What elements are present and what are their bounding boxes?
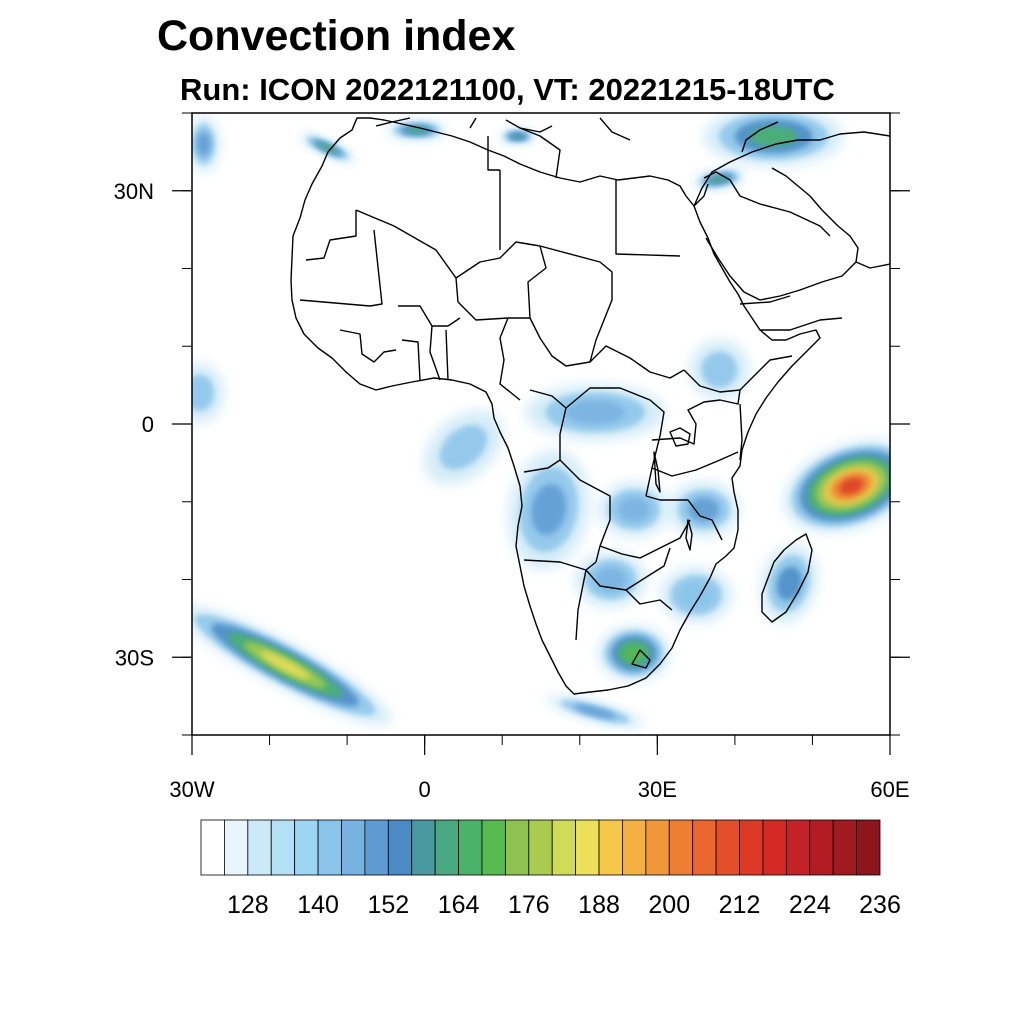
- colorbar-box: [809, 819, 834, 876]
- field-region-atlantic-equator: [192, 362, 224, 423]
- africa-coastline: [290, 117, 821, 695]
- colorbar-box: [832, 819, 857, 876]
- field-layer: [574, 704, 617, 719]
- field-region-sicily: [499, 128, 536, 145]
- colorbar-box: [551, 819, 577, 876]
- colorbar-box: [668, 819, 694, 876]
- colorbar-box: [739, 819, 764, 876]
- field-region-levant: [693, 168, 746, 190]
- colorbar-box: [762, 819, 787, 876]
- field-layer: [565, 400, 626, 425]
- x-tick-label: 30E: [638, 777, 677, 802]
- field-region-tanzania: [667, 481, 740, 538]
- map-axes: 30W 0 30E 60E 30N 0 30S: [114, 112, 910, 802]
- field-region-southern-ocean-band: [192, 605, 392, 725]
- field-region-angola: [508, 450, 590, 570]
- field-layer: [511, 133, 524, 139]
- colorbar-box: [317, 819, 342, 876]
- field-layer: [688, 497, 720, 522]
- madagascar: [761, 533, 813, 623]
- field-region-nw-corner: [192, 116, 220, 173]
- field-layer: [750, 126, 798, 147]
- field-layer: [196, 132, 211, 157]
- colorbar-box: [528, 819, 553, 876]
- map-subtitle: Run: ICON 2022121100, VT: 20221215-18UTC: [180, 72, 835, 107]
- convection-field: [192, 113, 890, 728]
- colorbar: 128 140 152 164 176 188 200 212 224 236: [200, 819, 901, 919]
- field-layer: [701, 351, 738, 388]
- colorbar-box: [270, 819, 296, 876]
- colorbar-label: 140: [297, 891, 339, 919]
- colorbar-box: [481, 819, 506, 876]
- colorbar-box: [294, 819, 319, 876]
- colorbar-box: [341, 819, 366, 876]
- field-region-turkey-east: [703, 113, 844, 167]
- field-layer: [260, 651, 310, 679]
- colorbar-box: [715, 819, 740, 876]
- colorbar-box: [598, 819, 623, 876]
- field-region-gulf-of-guinea: [423, 410, 503, 485]
- colorbar-box: [785, 819, 811, 876]
- europe-coastline: [375, 117, 631, 141]
- colorbar-box: [622, 819, 647, 876]
- field-layer: [839, 478, 864, 495]
- y-tick-label: 30N: [114, 179, 154, 204]
- colorbar-box: [504, 819, 530, 876]
- colorbar-box: [458, 819, 483, 876]
- field-region-south-africa-east: [598, 625, 671, 682]
- field-layer: [618, 497, 650, 522]
- colorbar-box: [200, 819, 225, 876]
- coastlines-and-borders: [290, 117, 890, 695]
- field-region-horn-of-africa: [689, 339, 750, 400]
- colorbar-box: [411, 819, 436, 876]
- colorbar-label: 188: [578, 891, 620, 919]
- colorbar-label: 200: [648, 891, 690, 919]
- field-region-mozambique: [660, 567, 733, 624]
- field-region-zambia: [598, 481, 671, 538]
- colorbar-label: 224: [789, 891, 831, 919]
- lake-malawi: [685, 519, 693, 551]
- colorbar-label: 176: [508, 891, 550, 919]
- x-tick-label: 60E: [870, 777, 909, 802]
- field-layer: [624, 645, 644, 661]
- map-title: Convection index: [157, 12, 516, 60]
- y-tick-label: 30S: [115, 645, 154, 670]
- field-region-med-west: [386, 120, 447, 141]
- field-layer: [710, 175, 728, 183]
- colorbar-box: [364, 819, 389, 876]
- x-tick-label: 0: [419, 777, 431, 802]
- field-layer: [595, 567, 627, 592]
- colorbar-box: [692, 819, 717, 876]
- colorbar-box: [856, 819, 881, 876]
- field-layer: [439, 425, 488, 470]
- colorbar-box: [247, 819, 272, 876]
- colorbar-box: [575, 819, 600, 876]
- colorbar-label: 152: [367, 891, 409, 919]
- y-tick-label: 0: [142, 412, 154, 437]
- colorbar-label: 128: [227, 891, 269, 919]
- field-layer: [318, 143, 337, 153]
- field-region-indian-ocean-cell: [783, 440, 890, 533]
- x-tick-label: 30W: [169, 777, 214, 802]
- arabia-coastline: [693, 121, 890, 301]
- field-layer: [531, 484, 567, 536]
- colorbar-box: [387, 819, 413, 876]
- field-layer: [776, 566, 802, 601]
- field-region-madagascar: [760, 544, 819, 623]
- country-borders: [299, 127, 843, 669]
- colorbar-box: [434, 819, 459, 876]
- lake-victoria: [669, 427, 691, 447]
- colorbar-label: 212: [719, 891, 761, 919]
- field-layer: [192, 374, 215, 411]
- field-region-atlas: [300, 133, 356, 163]
- colorbar-box: [224, 819, 249, 876]
- colorbar-label: 236: [859, 891, 901, 919]
- field-region-congo-basin: [525, 384, 666, 441]
- colorbar-label: 164: [438, 891, 480, 919]
- colorbar-box: [645, 819, 670, 876]
- field-region-agulhas: [546, 695, 644, 728]
- lake-tanganyika: [653, 451, 661, 493]
